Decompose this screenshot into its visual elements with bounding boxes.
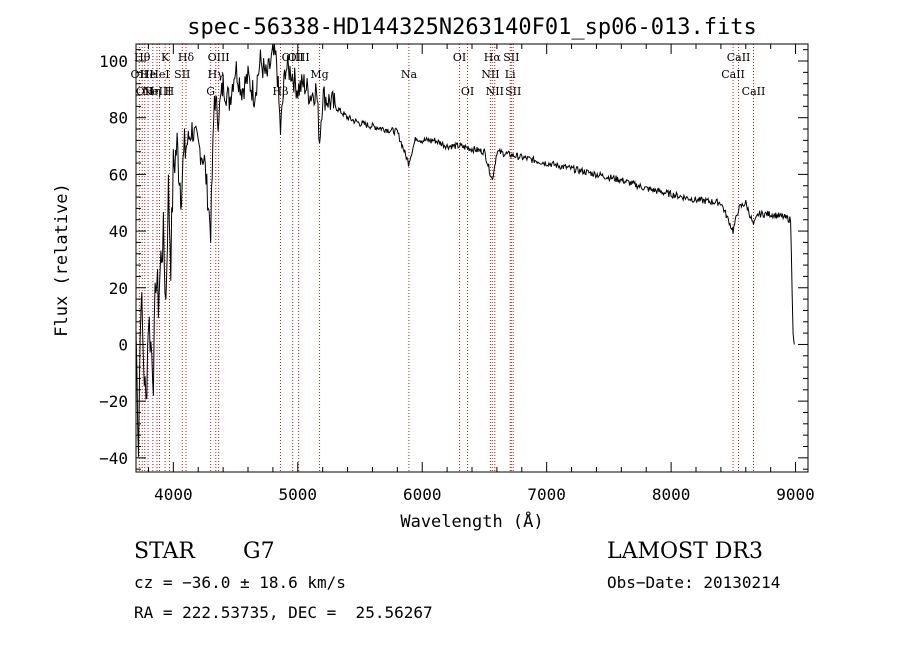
line-label-6: HeI bbox=[149, 68, 169, 81]
line-label-4: Hη bbox=[145, 85, 161, 98]
x-tick-label: 6000 bbox=[403, 485, 442, 504]
line-label-8: H bbox=[165, 85, 175, 98]
line-label-20: OI bbox=[461, 85, 474, 98]
line-label-16: OIII bbox=[288, 51, 310, 64]
y-axis-label: Flux (relative) bbox=[52, 183, 72, 337]
object-class: STAR bbox=[134, 539, 195, 564]
y-tick-label: 100 bbox=[99, 52, 128, 71]
coordinates: RA = 222.53735, DEC = 25.56267 bbox=[134, 603, 433, 622]
y-tick-label: 40 bbox=[109, 222, 128, 241]
line-label-1: Hθ bbox=[134, 51, 151, 64]
subclass: G7 bbox=[243, 539, 275, 564]
line-label-7: K bbox=[161, 51, 170, 64]
x-tick-label: 9000 bbox=[776, 485, 815, 504]
spectral-line-labels: OIIHθOIIHeHηNeIIIHeIKHSIIHδGHγOIIIHβOIII… bbox=[131, 51, 766, 98]
y-tick-label: 0 bbox=[118, 335, 128, 354]
line-label-0: OII bbox=[131, 68, 149, 81]
line-label-10: Hδ bbox=[178, 51, 195, 64]
line-label-25: SII bbox=[503, 51, 519, 64]
line-label-13: OIII bbox=[208, 51, 230, 64]
y-tick-label: −40 bbox=[99, 449, 128, 468]
line-label-14: Hβ bbox=[273, 85, 289, 98]
line-label-19: OI bbox=[453, 51, 466, 64]
observation-date: Obs−Date: 20130214 bbox=[607, 573, 781, 592]
spectrum-line bbox=[135, 43, 795, 457]
redshift-cz: cz = −36.0 ± 18.6 km/s bbox=[134, 573, 346, 592]
line-label-11: G bbox=[206, 85, 215, 98]
line-label-26: SII bbox=[505, 85, 521, 98]
y-axis-ticks: −40 −20 0 20 40 60 80 100 bbox=[99, 49, 808, 470]
x-tick-label: 4000 bbox=[154, 485, 193, 504]
line-label-18: Na bbox=[401, 68, 418, 81]
line-label-23: NII bbox=[486, 85, 504, 98]
x-tick-label: 7000 bbox=[527, 485, 566, 504]
x-axis-ticks: 4000 5000 6000 7000 8000 9000 bbox=[147, 44, 815, 504]
y-tick-label: −20 bbox=[99, 392, 128, 411]
line-label-3: He bbox=[140, 68, 156, 81]
spectral-line-markers bbox=[138, 44, 754, 472]
line-label-17: Mg bbox=[310, 68, 328, 81]
survey-name: LAMOST DR3 bbox=[607, 539, 763, 564]
y-tick-label: 60 bbox=[109, 165, 128, 184]
chart-title: spec-56338-HD144325N263140F01_sp06-013.f… bbox=[187, 15, 757, 40]
line-label-27: CaII bbox=[721, 68, 745, 81]
line-label-28: CaII bbox=[727, 51, 751, 64]
y-tick-label: 20 bbox=[109, 279, 128, 298]
line-label-12: Hγ bbox=[208, 68, 225, 81]
x-axis-label: Wavelength (Å) bbox=[400, 510, 543, 532]
x-tick-label: 8000 bbox=[652, 485, 691, 504]
line-label-29: CaII bbox=[742, 85, 766, 98]
y-tick-label: 80 bbox=[109, 109, 128, 128]
line-label-5: NeIII bbox=[142, 85, 171, 98]
x-tick-label: 5000 bbox=[279, 485, 318, 504]
line-label-21: NII bbox=[481, 68, 499, 81]
line-label-22: Hα bbox=[484, 51, 502, 64]
line-label-24: Li bbox=[505, 68, 516, 81]
plot-frame bbox=[135, 43, 809, 473]
line-label-9: SII bbox=[174, 68, 190, 81]
